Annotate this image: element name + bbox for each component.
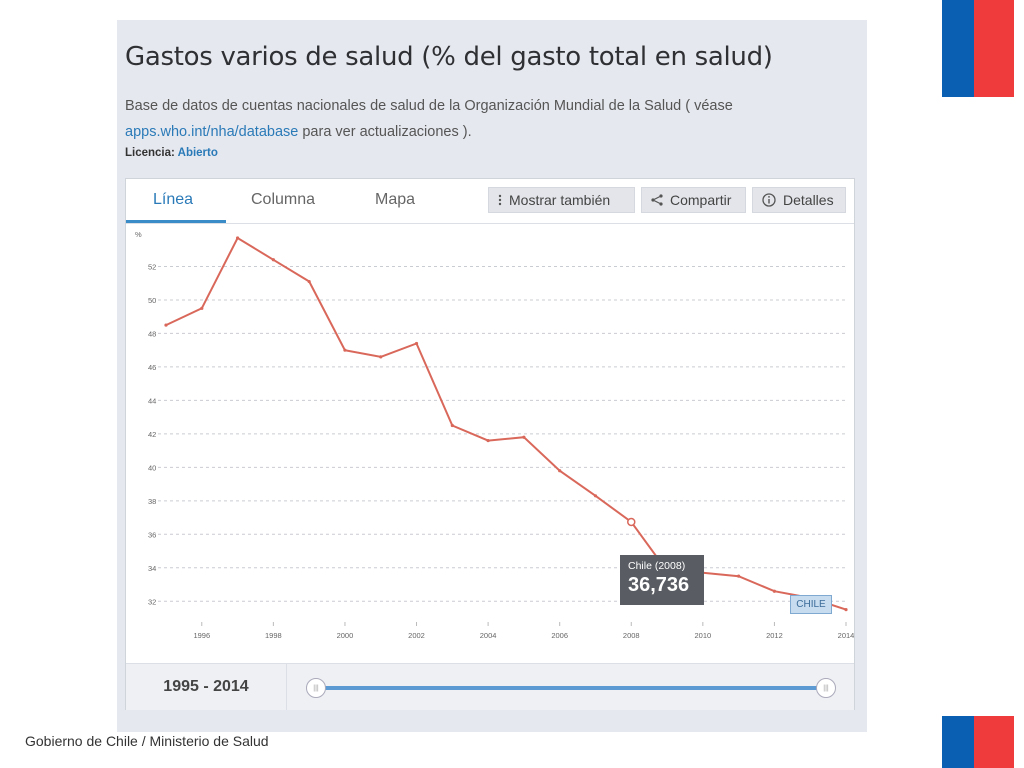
x-tick-label: 2014 xyxy=(838,631,854,640)
x-tick-label: 2006 xyxy=(551,631,568,640)
data-point xyxy=(844,608,848,612)
range-start-handle[interactable]: ||| xyxy=(306,678,326,698)
data-point xyxy=(772,589,777,593)
share-label: Compartir xyxy=(670,192,732,208)
y-tick-label: 42 xyxy=(148,430,156,439)
data-point xyxy=(593,494,598,498)
x-tick-label: 2010 xyxy=(694,631,711,640)
x-tick-label: 2012 xyxy=(766,631,783,640)
data-point xyxy=(235,236,240,240)
data-point xyxy=(200,306,204,310)
data-point xyxy=(522,435,526,439)
data-point xyxy=(414,341,419,346)
data-point xyxy=(737,574,741,578)
x-tick-label: 2000 xyxy=(337,631,354,640)
x-tick-label: 2004 xyxy=(480,631,497,640)
x-tick-label: 1996 xyxy=(193,631,210,640)
details-label: Detalles xyxy=(783,192,834,208)
chart-card: Línea Columna Mapa Mostrar también Compa… xyxy=(125,178,855,710)
time-range-bar: 1995 - 2014 ||| ||| xyxy=(126,663,854,710)
info-icon xyxy=(762,193,776,207)
license: Licencia: Abierto xyxy=(125,147,218,159)
show-also-label: Mostrar también xyxy=(509,192,611,208)
y-tick-label: 34 xyxy=(148,564,156,573)
license-link[interactable]: Abierto xyxy=(177,147,218,159)
data-point xyxy=(271,258,275,262)
show-also-button[interactable]: Mostrar también xyxy=(488,187,635,213)
share-icon xyxy=(651,194,663,206)
footer-credit: Gobierno de Chile / Ministerio de Salud xyxy=(25,733,269,749)
series-line xyxy=(165,236,847,611)
active-tab-indicator xyxy=(126,220,226,223)
source-description: Base de datos de cuentas nacionales de s… xyxy=(125,93,825,145)
tab-column[interactable]: Columna xyxy=(251,191,316,208)
tooltip-label: Chile (2008) xyxy=(628,560,686,572)
data-point xyxy=(379,355,383,359)
data-point xyxy=(307,279,311,284)
y-tick-label: 52 xyxy=(148,262,156,271)
y-tick-label: 40 xyxy=(148,463,156,472)
y-axis-label: % xyxy=(135,230,142,239)
tab-line[interactable]: Línea xyxy=(153,191,194,208)
description-suffix: para ver actualizaciones ). xyxy=(298,124,472,140)
y-tick-label: 46 xyxy=(148,363,156,372)
more-vertical-icon xyxy=(498,194,502,206)
data-point xyxy=(486,438,490,443)
range-slider-track[interactable] xyxy=(316,686,826,690)
x-tick-label: 2002 xyxy=(408,631,425,640)
view-tabs: Línea Columna Mapa Mostrar también Compa… xyxy=(126,179,854,224)
y-tick-label: 44 xyxy=(148,396,156,405)
chile-flag-top xyxy=(942,0,1014,97)
y-tick-label: 48 xyxy=(148,329,156,338)
highlighted-data-point xyxy=(627,517,636,527)
description-prefix: Base de datos de cuentas nacionales de s… xyxy=(125,98,733,114)
x-tick-label: 2008 xyxy=(623,631,640,640)
line-chart: % 32 34 36 38 40 42 44 46 48 50 52 1996 1998 2000 2002 2… xyxy=(135,230,854,640)
data-point xyxy=(164,323,168,327)
page-title: Gastos varios de salud (% del gasto tota… xyxy=(125,42,773,72)
series-tag[interactable]: CHILE xyxy=(790,595,832,614)
tab-map[interactable]: Mapa xyxy=(375,191,416,208)
data-point xyxy=(450,423,454,428)
y-tick-label: 38 xyxy=(148,497,156,506)
y-tick-label: 36 xyxy=(148,530,156,539)
database-link[interactable]: apps.who.int/nha/database xyxy=(125,124,299,140)
range-label: 1995 - 2014 xyxy=(126,664,287,710)
share-button[interactable]: Compartir xyxy=(641,187,746,213)
chile-flag-bottom xyxy=(942,716,1014,768)
data-point xyxy=(343,348,347,352)
data-tooltip: Chile (2008) 36,736 xyxy=(620,555,704,605)
x-tick-label: 1998 xyxy=(265,631,282,640)
y-tick-label: 32 xyxy=(148,597,156,606)
details-button[interactable]: Detalles xyxy=(752,187,846,213)
range-end-handle[interactable]: ||| xyxy=(816,678,836,698)
tooltip-value: 36,736 xyxy=(628,574,690,596)
license-label: Licencia: xyxy=(125,147,175,159)
y-tick-label: 50 xyxy=(148,296,156,305)
chart-panel: Gastos varios de salud (% del gasto tota… xyxy=(117,20,867,732)
data-point xyxy=(558,469,562,473)
